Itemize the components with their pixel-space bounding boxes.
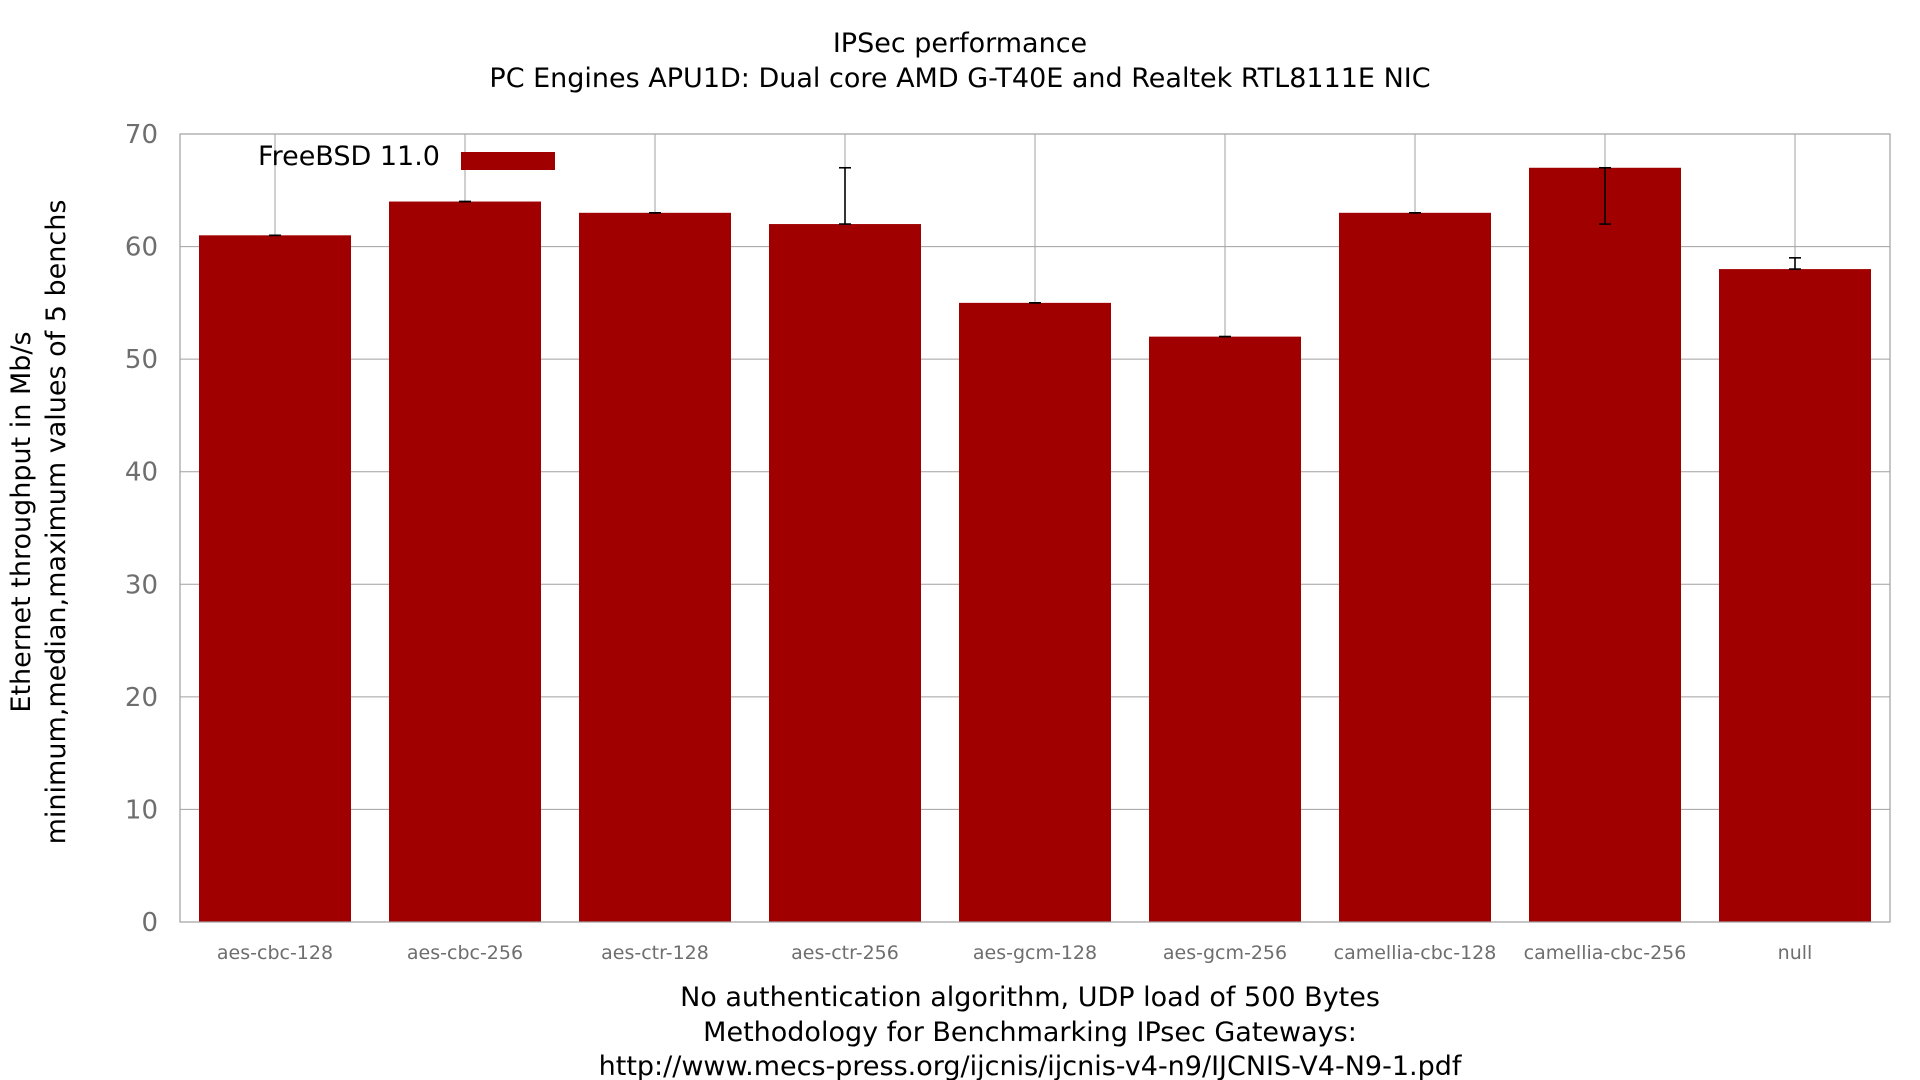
bar-aes-gcm-256 xyxy=(1149,336,1301,923)
x-tick-label: aes-ctr-128 xyxy=(601,942,709,964)
bar-aes-gcm-128 xyxy=(959,302,1111,922)
y-tick-label: 40 xyxy=(125,458,158,488)
x-tick-label: aes-ctr-256 xyxy=(791,942,899,964)
error-bar-aes-ctr-256 xyxy=(839,166,851,225)
y-tick-label: 60 xyxy=(125,233,158,263)
bars xyxy=(199,167,1871,923)
x-tick-label: null xyxy=(1778,942,1813,964)
chart-title: IPSec performance xyxy=(833,28,1087,59)
bar-null xyxy=(1719,269,1871,923)
y-axis-ticks: 0 10 20 30 40 50 60 70 xyxy=(125,120,158,938)
y-tick-label: 70 xyxy=(125,120,158,150)
bar-aes-ctr-128 xyxy=(579,212,731,923)
bar-camellia-cbc-256 xyxy=(1529,167,1681,922)
x-axis-label-line-2: Methodology for Benchmarking IPsec Gatew… xyxy=(703,1017,1357,1048)
x-axis-ticks: aes-cbc-128 aes-cbc-256 aes-ctr-128 aes-ctr… xyxy=(217,942,1812,964)
x-axis-label-line-1: No authentication algorithm, UDP load of… xyxy=(680,982,1380,1013)
y-axis-label: Ethernet throughput in Mb/s xyxy=(6,331,37,712)
legend-swatch xyxy=(461,152,555,170)
x-tick-label: aes-cbc-256 xyxy=(407,942,523,964)
error-bar-null xyxy=(1789,257,1801,270)
x-tick-label: aes-gcm-256 xyxy=(1163,942,1287,964)
error-bars xyxy=(269,166,1801,338)
bar-camellia-cbc-128 xyxy=(1339,212,1491,923)
x-tick-label: camellia-cbc-256 xyxy=(1524,942,1687,964)
y-tick-label: 30 xyxy=(125,570,158,600)
plot-frame xyxy=(179,133,1891,923)
bar-aes-ctr-256 xyxy=(769,224,921,923)
y-tick-label: 0 xyxy=(141,908,158,938)
y-tick-label: 20 xyxy=(125,683,158,713)
y-tick-label: 50 xyxy=(125,345,158,375)
bar-aes-cbc-128 xyxy=(199,235,351,923)
y-tick-label: 10 xyxy=(125,795,158,825)
x-axis-label-line-3: http://www.mecs-press.org/ijcnis/ijcnis-… xyxy=(599,1051,1463,1080)
x-tick-label: camellia-cbc-128 xyxy=(1334,942,1497,964)
chart-subtitle: PC Engines APU1D: Dual core AMD G-T40E a… xyxy=(489,63,1430,94)
error-bar-camellia-cbc-256 xyxy=(1599,166,1611,225)
legend: FreeBSD 11.0 xyxy=(258,141,555,172)
legend-label: FreeBSD 11.0 xyxy=(258,141,440,172)
y-axis-label-2: minimum,median,maximum values of 5 bench… xyxy=(41,200,72,845)
x-tick-label: aes-cbc-128 xyxy=(217,942,333,964)
bar-aes-cbc-256 xyxy=(389,201,541,923)
x-tick-label: aes-gcm-128 xyxy=(973,942,1097,964)
